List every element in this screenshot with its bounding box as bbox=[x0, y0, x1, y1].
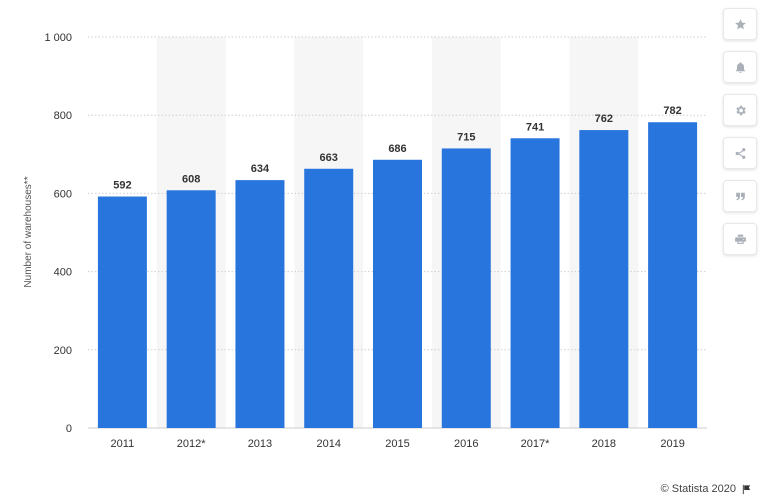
y-axis-ticks: 0 200 400 600 800 1 000 bbox=[44, 32, 72, 435]
value-label: 686 bbox=[388, 143, 406, 155]
x-tick-label: 2019 bbox=[660, 438, 684, 450]
x-tick-label: 2011 bbox=[111, 438, 135, 450]
favorite-button[interactable] bbox=[723, 8, 757, 40]
bar[interactable] bbox=[510, 138, 560, 429]
share-button[interactable] bbox=[723, 137, 757, 169]
bar[interactable] bbox=[235, 180, 285, 428]
y-tick-label: 0 bbox=[66, 423, 72, 435]
x-tick-label: 2017* bbox=[521, 438, 550, 450]
chart-toolbar bbox=[723, 8, 757, 266]
flag-icon bbox=[742, 484, 751, 494]
bell-icon bbox=[735, 61, 745, 73]
value-label: 762 bbox=[595, 113, 613, 125]
x-tick-label: 2012* bbox=[177, 438, 206, 450]
notification-button[interactable] bbox=[723, 51, 757, 83]
settings-button[interactable] bbox=[723, 94, 757, 126]
bar[interactable] bbox=[166, 190, 216, 428]
bars bbox=[97, 122, 698, 429]
statista-credit[interactable]: © Statista 2020 bbox=[661, 483, 752, 495]
x-tick-label: 2018 bbox=[592, 438, 616, 450]
x-axis-ticks: 2011 2012* 2013 2014 2015 2016 2017* 2018 2019 bbox=[111, 438, 685, 450]
bar[interactable] bbox=[441, 148, 491, 428]
bar[interactable] bbox=[373, 159, 422, 429]
x-tick-label: 2013 bbox=[248, 438, 272, 450]
cite-button[interactable] bbox=[723, 180, 757, 212]
value-label: 741 bbox=[526, 121, 544, 133]
gear-icon bbox=[735, 105, 746, 115]
value-label: 663 bbox=[320, 152, 338, 164]
value-label: 608 bbox=[182, 173, 200, 185]
bar[interactable] bbox=[579, 130, 629, 429]
y-tick-label: 1 000 bbox=[44, 32, 72, 44]
print-button[interactable] bbox=[723, 223, 757, 255]
y-tick-label: 800 bbox=[54, 110, 72, 122]
bar[interactable] bbox=[304, 168, 354, 428]
x-tick-label: 2016 bbox=[454, 438, 478, 450]
print-icon bbox=[734, 234, 746, 244]
value-label: 715 bbox=[457, 131, 475, 143]
value-label: 592 bbox=[113, 180, 131, 192]
x-tick-label: 2015 bbox=[385, 438, 409, 450]
bar[interactable] bbox=[97, 196, 147, 428]
y-tick-label: 400 bbox=[54, 267, 72, 279]
credit-text: © Statista 2020 bbox=[660, 483, 736, 495]
value-label: 782 bbox=[663, 105, 681, 117]
share-icon bbox=[735, 147, 745, 159]
value-label: 634 bbox=[251, 163, 270, 175]
y-axis-title: Number of warehouses** bbox=[23, 176, 34, 287]
y-tick-label: 600 bbox=[54, 188, 72, 200]
star-icon bbox=[734, 18, 746, 29]
quote-icon bbox=[735, 192, 745, 200]
x-tick-label: 2014 bbox=[316, 438, 340, 450]
value-labels: 592 608 634 663 686 715 741 762 782 bbox=[113, 105, 682, 191]
y-tick-label: 200 bbox=[54, 345, 72, 357]
bar[interactable] bbox=[648, 122, 698, 428]
